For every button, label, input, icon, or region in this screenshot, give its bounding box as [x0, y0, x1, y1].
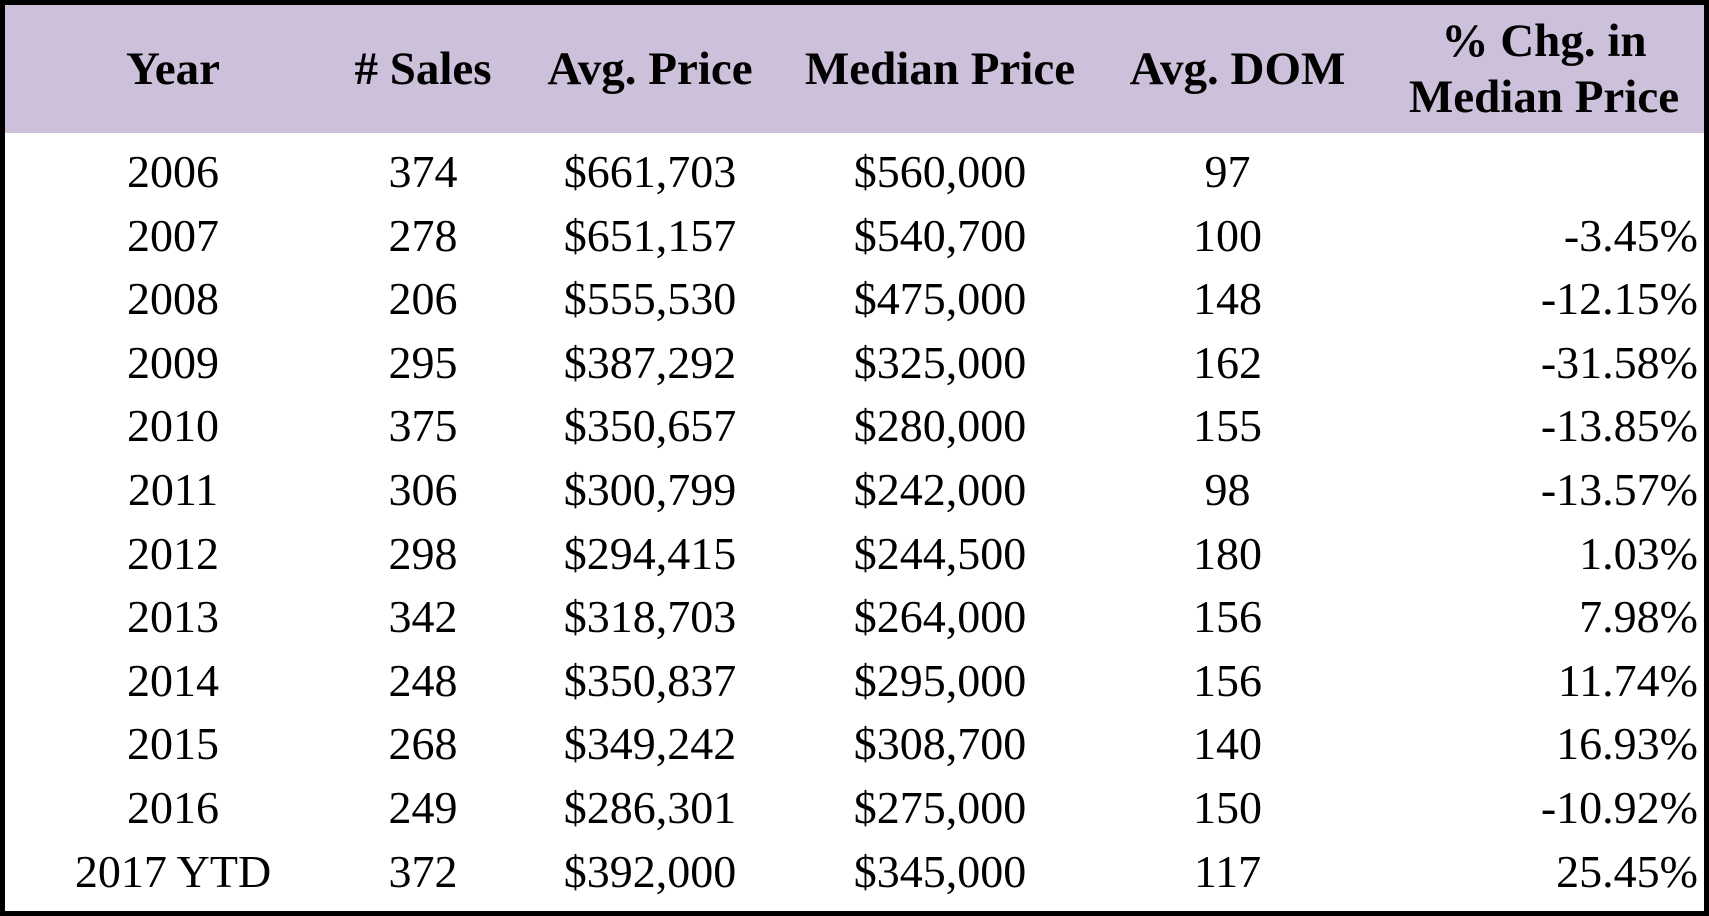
cell-avg-dom: 117 — [1193, 845, 1262, 897]
header-pct-change: % Chg. in Median Price — [1408, 15, 1680, 123]
cell-median-price: $264,000 — [853, 591, 1027, 643]
cell-avg-price: $392,000 — [563, 845, 737, 897]
table-row: 2012 298 $294,415 $244,500 180 1.03% — [5, 522, 1704, 585]
cell-pct-change: -10.92% — [1540, 782, 1698, 833]
cell-pct-change: -31.58% — [1540, 336, 1698, 388]
cell-sales: 206 — [388, 273, 458, 325]
cell-sales: 248 — [388, 654, 458, 706]
cell-avg-dom: 180 — [1193, 527, 1262, 579]
cell-year: 2009 — [127, 336, 219, 388]
table-row: 2015 268 $349,242 $308,700 140 16.93% — [5, 712, 1704, 775]
cell-pct-change: 1.03% — [1579, 527, 1698, 579]
cell-median-price: $540,700 — [853, 209, 1027, 261]
cell-year: 2006 — [127, 146, 219, 197]
cell-sales: 342 — [388, 591, 458, 643]
cell-avg-dom: 155 — [1193, 400, 1262, 452]
cell-avg-price: $286,301 — [563, 782, 737, 833]
cell-avg-price: $349,242 — [563, 718, 737, 770]
cell-sales: 298 — [388, 527, 458, 579]
table-row: 2017 YTD 372 $392,000 $345,000 117 25.45% — [5, 840, 1704, 903]
cell-pct-change: 16.93% — [1556, 718, 1698, 770]
cell-avg-price: $318,703 — [563, 591, 737, 643]
table-row: 2006 374 $661,703 $560,000 97 — [5, 140, 1704, 203]
cell-sales: 375 — [388, 400, 458, 452]
cell-year: 2015 — [127, 718, 219, 770]
cell-pct-change: -12.15% — [1540, 273, 1698, 325]
cell-avg-dom: 150 — [1193, 782, 1262, 833]
cell-year: 2014 — [127, 654, 219, 706]
cell-year: 2017 YTD — [74, 845, 272, 897]
cell-median-price: $308,700 — [853, 718, 1027, 770]
table-row: 2008 206 $555,530 $475,000 148 -12.15% — [5, 267, 1704, 330]
cell-avg-price: $350,657 — [563, 400, 737, 452]
cell-avg-price: $651,157 — [563, 209, 737, 261]
cell-pct-change: 25.45% — [1556, 845, 1698, 897]
cell-avg-dom: 100 — [1193, 209, 1262, 261]
cell-median-price: $280,000 — [853, 400, 1027, 452]
header-sales: # Sales — [354, 43, 492, 95]
cell-avg-dom: 162 — [1193, 336, 1262, 388]
table-row: 2010 375 $350,657 $280,000 155 -13.85% — [5, 394, 1704, 457]
cell-sales: 249 — [388, 782, 458, 833]
table-row: 2009 295 $387,292 $325,000 162 -31.58% — [5, 331, 1704, 394]
cell-pct-change: 11.74% — [1557, 654, 1698, 706]
cell-avg-dom: 97 — [1204, 146, 1251, 197]
cell-sales: 372 — [388, 845, 458, 897]
table-row: 2011 306 $300,799 $242,000 98 -13.57% — [5, 458, 1704, 521]
cell-avg-price: $387,292 — [563, 336, 737, 388]
cell-avg-dom: 156 — [1193, 654, 1262, 706]
table-row: 2007 278 $651,157 $540,700 100 -3.45% — [5, 204, 1704, 267]
table-row: 2016 249 $286,301 $275,000 150 -10.92% — [5, 776, 1704, 839]
cell-pct-change: -13.57% — [1540, 464, 1698, 515]
header-avg-price: Avg. Price — [547, 43, 753, 95]
cell-avg-price: $661,703 — [563, 146, 737, 197]
cell-avg-price: $350,837 — [563, 654, 737, 706]
cell-year: 2013 — [127, 591, 219, 643]
cell-median-price: $275,000 — [853, 782, 1027, 833]
cell-sales: 268 — [388, 718, 458, 770]
cell-sales: 295 — [388, 336, 458, 388]
table-row: 2014 248 $350,837 $295,000 156 11.74% — [5, 649, 1704, 712]
cell-year: 2008 — [127, 273, 219, 325]
table-row: 2013 342 $318,703 $264,000 156 7.98% — [5, 585, 1704, 648]
cell-avg-price: $294,415 — [563, 527, 737, 579]
cell-avg-dom: 140 — [1193, 718, 1262, 770]
cell-median-price: $325,000 — [853, 336, 1027, 388]
cell-avg-dom: 156 — [1193, 591, 1262, 643]
cell-median-price: $242,000 — [853, 464, 1027, 515]
cell-sales: 374 — [388, 146, 458, 197]
cell-avg-dom: 148 — [1193, 273, 1262, 325]
cell-avg-dom: 98 — [1204, 464, 1251, 515]
cell-sales: 306 — [388, 464, 458, 515]
cell-median-price: $560,000 — [853, 146, 1027, 197]
cell-avg-price: $300,799 — [563, 464, 737, 515]
cell-avg-price: $555,530 — [563, 273, 737, 325]
cell-year: 2010 — [127, 400, 219, 452]
cell-pct-change — [1385, 140, 1698, 203]
cell-year: 2012 — [127, 527, 219, 579]
table-header: Year # Sales Avg. Price Median Price Avg… — [5, 5, 1704, 133]
cell-year: 2011 — [127, 464, 219, 515]
cell-median-price: $345,000 — [853, 845, 1027, 897]
cell-year: 2007 — [127, 209, 219, 261]
cell-pct-change: 7.98% — [1579, 591, 1698, 643]
header-avg-dom: Avg. DOM — [1129, 43, 1346, 95]
cell-year: 2016 — [127, 782, 219, 833]
cell-pct-change: -13.85% — [1540, 400, 1698, 452]
cell-pct-change: -3.45% — [1563, 209, 1698, 261]
cell-median-price: $475,000 — [853, 273, 1027, 325]
header-median-price: Median Price — [804, 43, 1076, 95]
cell-median-price: $244,500 — [853, 527, 1027, 579]
cell-sales: 278 — [388, 209, 458, 261]
header-year: Year — [126, 43, 220, 95]
cell-median-price: $295,000 — [853, 654, 1027, 706]
